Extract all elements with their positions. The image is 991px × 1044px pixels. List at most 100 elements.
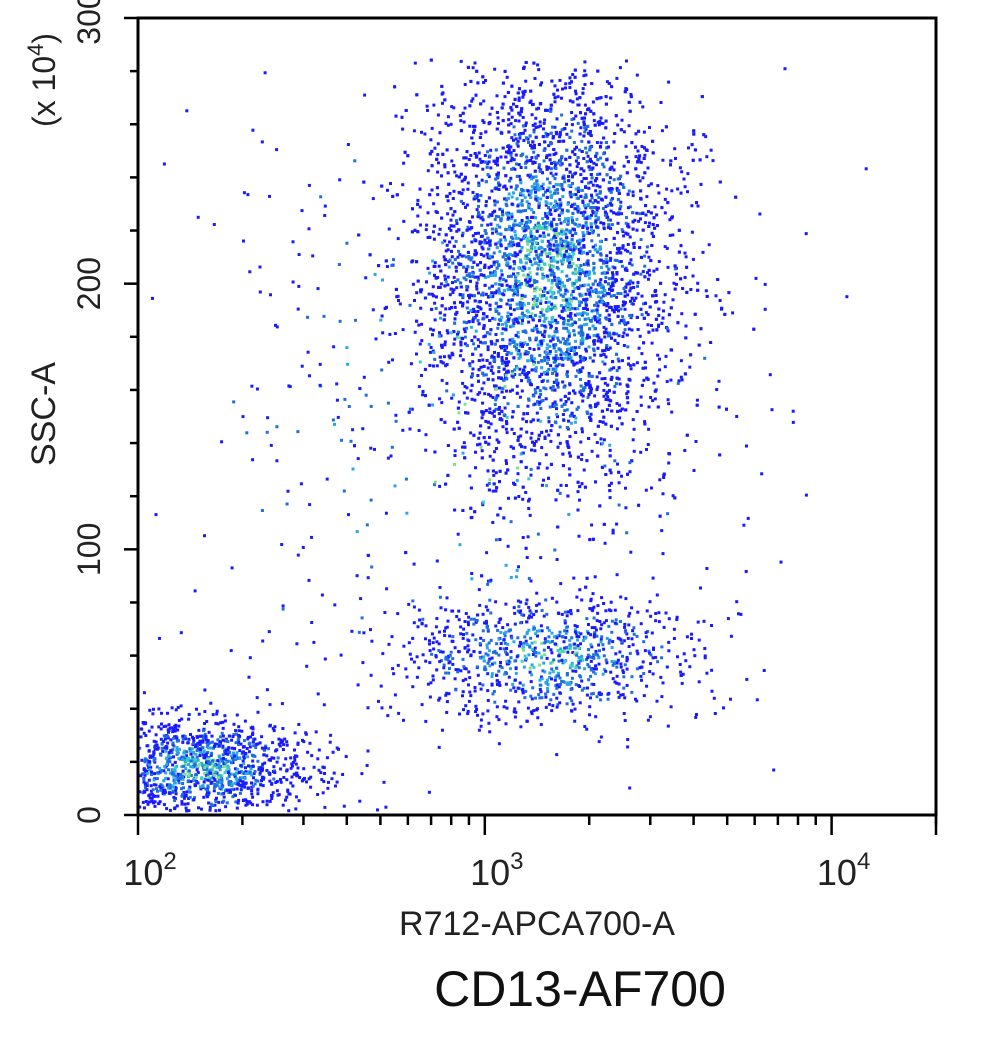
data-point: [576, 312, 579, 316]
data-point: [684, 255, 688, 259]
data-point: [500, 346, 503, 350]
data-point: [663, 293, 667, 297]
data-point: [574, 270, 578, 274]
data-point: [536, 386, 540, 390]
data-point: [440, 216, 444, 220]
data-point: [604, 102, 608, 106]
data-point: [552, 92, 556, 96]
data-point: [580, 180, 584, 184]
data-point: [625, 383, 629, 387]
data-point: [493, 403, 497, 406]
data-point: [596, 200, 600, 204]
data-point: [550, 227, 553, 231]
data-point: [485, 301, 488, 305]
data-point: [441, 101, 444, 105]
data-point: [496, 513, 500, 517]
data-point: [526, 315, 530, 319]
data-point: [531, 102, 535, 106]
data-point: [613, 280, 617, 284]
data-point: [669, 306, 673, 310]
data-point: [596, 206, 600, 210]
data-point: [478, 431, 482, 435]
data-point: [571, 281, 574, 285]
data-point: [426, 266, 430, 270]
data-point: [546, 379, 550, 383]
data-point: [446, 212, 450, 216]
data-point: [537, 163, 541, 167]
data-point: [459, 343, 463, 347]
data-point: [499, 238, 503, 242]
data-point: [528, 347, 532, 350]
data-point: [597, 196, 601, 199]
data-point: [654, 293, 658, 297]
data-point: [554, 403, 558, 407]
data-point: [487, 122, 491, 126]
data-point: [677, 379, 681, 383]
data-point: [606, 348, 610, 351]
data-point: [563, 394, 567, 398]
data-point: [576, 455, 580, 459]
data-point: [443, 420, 447, 424]
data-point: [616, 376, 619, 380]
data-point: [385, 265, 389, 268]
data-point: [548, 208, 552, 212]
data-point: [416, 202, 420, 206]
data-point: [568, 190, 572, 194]
data-point: [554, 167, 558, 170]
data-point: [571, 346, 575, 349]
data-point: [535, 299, 539, 303]
data-point: [525, 216, 529, 219]
data-point: [578, 360, 582, 364]
data-point: [530, 263, 534, 267]
data-point: [516, 472, 520, 476]
data-point: [520, 246, 524, 249]
data-point: [705, 155, 709, 159]
data-point: [555, 378, 559, 382]
data-point: [498, 207, 502, 211]
data-point: [598, 299, 602, 303]
data-point: [432, 264, 436, 268]
data-point: [568, 81, 572, 85]
data-point: [488, 243, 492, 247]
data-point: [645, 195, 649, 199]
data-point: [472, 260, 476, 264]
data-point: [541, 275, 545, 279]
data-point: [559, 221, 563, 225]
data-point: [623, 328, 627, 332]
data-point: [438, 484, 442, 488]
data-point: [505, 324, 508, 328]
data-point: [491, 271, 495, 275]
data-point: [518, 134, 522, 138]
data-point: [535, 179, 539, 183]
data-point: [539, 187, 543, 191]
data-point: [646, 271, 649, 275]
data-point: [606, 302, 610, 305]
data-point: [431, 285, 435, 289]
data-point: [479, 340, 482, 344]
data-point: [515, 384, 519, 388]
data-point: [506, 315, 510, 318]
data-point: [493, 350, 496, 354]
data-point: [494, 429, 498, 433]
data-point: [446, 275, 450, 279]
data-point: [493, 450, 497, 454]
data-point: [571, 73, 575, 76]
data-point: [499, 219, 503, 223]
data-point: [561, 363, 565, 367]
data-point: [432, 224, 436, 228]
data-point: [590, 206, 594, 210]
data-point: [480, 416, 484, 420]
data-point: [647, 330, 651, 334]
data-point: [461, 337, 465, 340]
data-point: [462, 327, 466, 331]
data-point: [566, 258, 570, 262]
data-point: [606, 203, 610, 207]
data-point: [544, 252, 548, 256]
data-point: [691, 257, 695, 261]
data-point: [626, 472, 629, 476]
data-point: [627, 356, 631, 360]
data-point: [496, 352, 500, 355]
data-point: [490, 365, 494, 369]
data-point: [581, 270, 585, 274]
data-point: [438, 227, 442, 231]
